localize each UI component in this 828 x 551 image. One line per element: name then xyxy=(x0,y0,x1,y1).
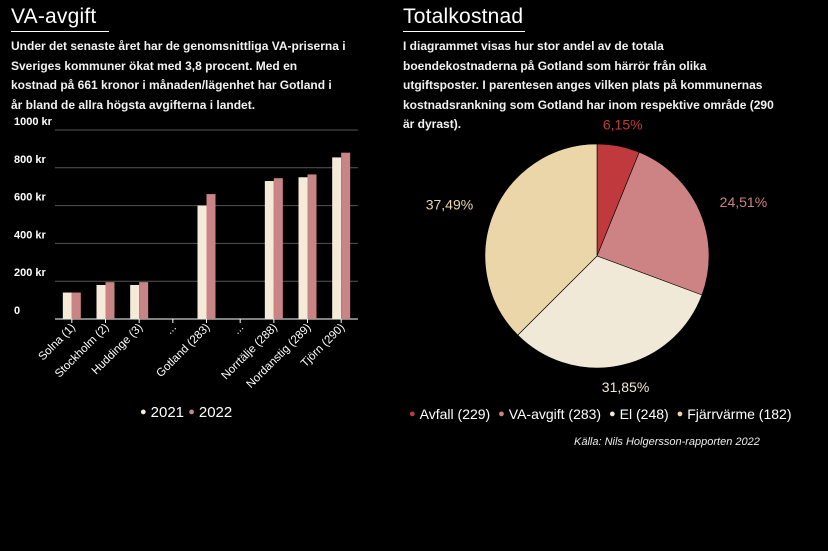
legend-2022-dot: ● xyxy=(188,406,195,418)
pie-label-2: 31,85% xyxy=(602,379,649,395)
bar-2021 xyxy=(96,284,106,319)
bar-2022 xyxy=(139,282,149,319)
pie-legend: ● Avfall (229) ● VA-avgift (283) ● El (248)… xyxy=(409,406,795,422)
x-tick-label: Gotland (283) xyxy=(154,322,212,380)
bar-2022 xyxy=(206,194,216,319)
pie-label-3: 37,49% xyxy=(426,197,473,213)
legend-avfall: ● Avfall (229) xyxy=(409,406,490,422)
legend-2021: ● 2021 xyxy=(140,404,184,421)
x-tick-label: ... xyxy=(164,322,179,337)
pie-label-0: 6,15% xyxy=(603,116,643,132)
left-heading: VA-avgift xyxy=(11,5,97,28)
legend-va-dot: ● xyxy=(498,408,505,420)
bar-legend: ● 2021 ● 2022 xyxy=(140,404,232,421)
pie-slice-3 xyxy=(484,143,598,336)
legend-va: ● VA-avgift (283) xyxy=(498,406,601,422)
y-tick-label: 400 kr xyxy=(14,229,47,241)
pie-slice-2 xyxy=(517,255,703,369)
bar-2021 xyxy=(130,284,140,319)
bar-2022 xyxy=(341,152,351,319)
bar-2021 xyxy=(62,292,72,319)
y-tick-label: 600 kr xyxy=(14,192,47,204)
bar-2021 xyxy=(298,177,308,319)
bar-2022 xyxy=(273,178,283,319)
bar-2021 xyxy=(264,181,274,319)
legend-2021-label: 2021 xyxy=(150,404,185,421)
legend-avfall-dot: ● xyxy=(409,408,416,420)
bar-2022 xyxy=(105,282,115,319)
legend-va-label: VA-avgift (283) xyxy=(508,406,602,422)
pie-slice-1 xyxy=(596,151,710,296)
y-tick-label: 0 xyxy=(14,305,20,317)
y-tick-label: 1000 kr xyxy=(14,116,53,128)
bar-2022 xyxy=(71,292,81,319)
legend-el-label: El (248) xyxy=(619,406,669,422)
left-description: Under det senaste året har de genomsnitt… xyxy=(11,39,346,112)
bar-2022 xyxy=(307,174,317,319)
legend-2022: ● 2022 xyxy=(188,404,232,421)
legend-avfall-label: Avfall (229) xyxy=(419,406,491,422)
right-heading: Totalkostnad xyxy=(403,5,524,28)
source-note: Källa: Nils Holgersson-rapporten 2022 xyxy=(574,436,760,448)
y-tick-label: 200 kr xyxy=(14,267,47,279)
legend-el: ● El (248) xyxy=(609,406,669,422)
right-heading-underline xyxy=(403,31,525,32)
bar-2021 xyxy=(332,157,342,319)
legend-fjarr-dot: ● xyxy=(676,408,684,420)
right-description: I diagrammet visas hur stor andel av de … xyxy=(403,39,774,131)
legend-fjarr-label: Fjärrvärme (182) xyxy=(687,406,792,422)
legend-2022-label: 2022 xyxy=(198,404,233,421)
bar-2021 xyxy=(197,205,207,319)
x-tick-label: Norrtälje (288) xyxy=(219,322,280,383)
legend-2021-dot: ● xyxy=(140,406,147,418)
x-tick-label: ... xyxy=(231,322,246,337)
left-heading-underline xyxy=(11,31,109,32)
pie-label-1: 24,51% xyxy=(720,194,767,210)
y-tick-label: 800 kr xyxy=(14,154,47,166)
legend-el-dot: ● xyxy=(609,408,616,420)
legend-fjarr: ● Fjärrvärme (182) xyxy=(677,406,792,422)
